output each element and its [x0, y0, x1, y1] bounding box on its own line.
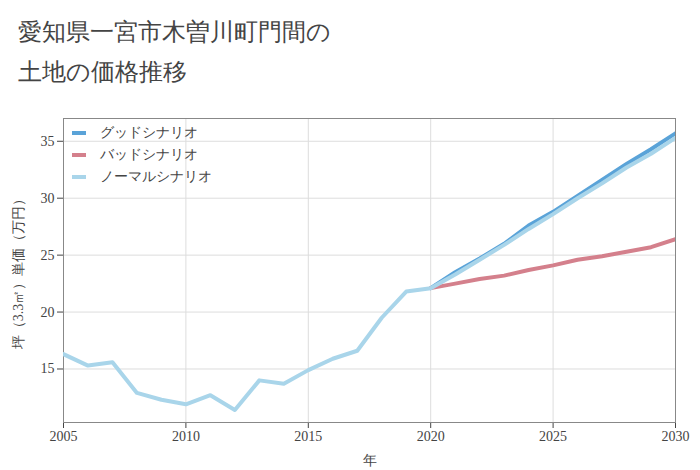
svg-text:2020: 2020: [417, 429, 445, 444]
html-text:グッドシナリオ: グッドシナリオ: [100, 124, 198, 140]
svg-text:2005: 2005: [50, 429, 78, 444]
svg-text:25: 25: [41, 248, 55, 263]
svg-text:2030: 2030: [662, 429, 690, 444]
svg-text:年: 年: [363, 453, 377, 468]
svg-text:20: 20: [41, 305, 55, 320]
svg-text:2015: 2015: [294, 429, 322, 444]
svg-text:2025: 2025: [539, 429, 567, 444]
html-text:バッドシナリオ: バッドシナリオ: [100, 146, 198, 162]
html-text:愛知県一宮市木曽川町門間の土地の価格推移: 愛知県一宮市木曽川町門間の土地の価格推移: [18, 18, 331, 86]
svg-text:35: 35: [41, 134, 55, 149]
html-text:ノーマルシナリオ: ノーマルシナリオ: [100, 168, 212, 184]
svg-text:2010: 2010: [172, 429, 200, 444]
svg-text:坪（3.3㎡）単価（万円）: 坪（3.3㎡）単価（万円）: [11, 192, 26, 351]
svg-text:15: 15: [41, 361, 55, 376]
svg-text:30: 30: [41, 191, 55, 206]
